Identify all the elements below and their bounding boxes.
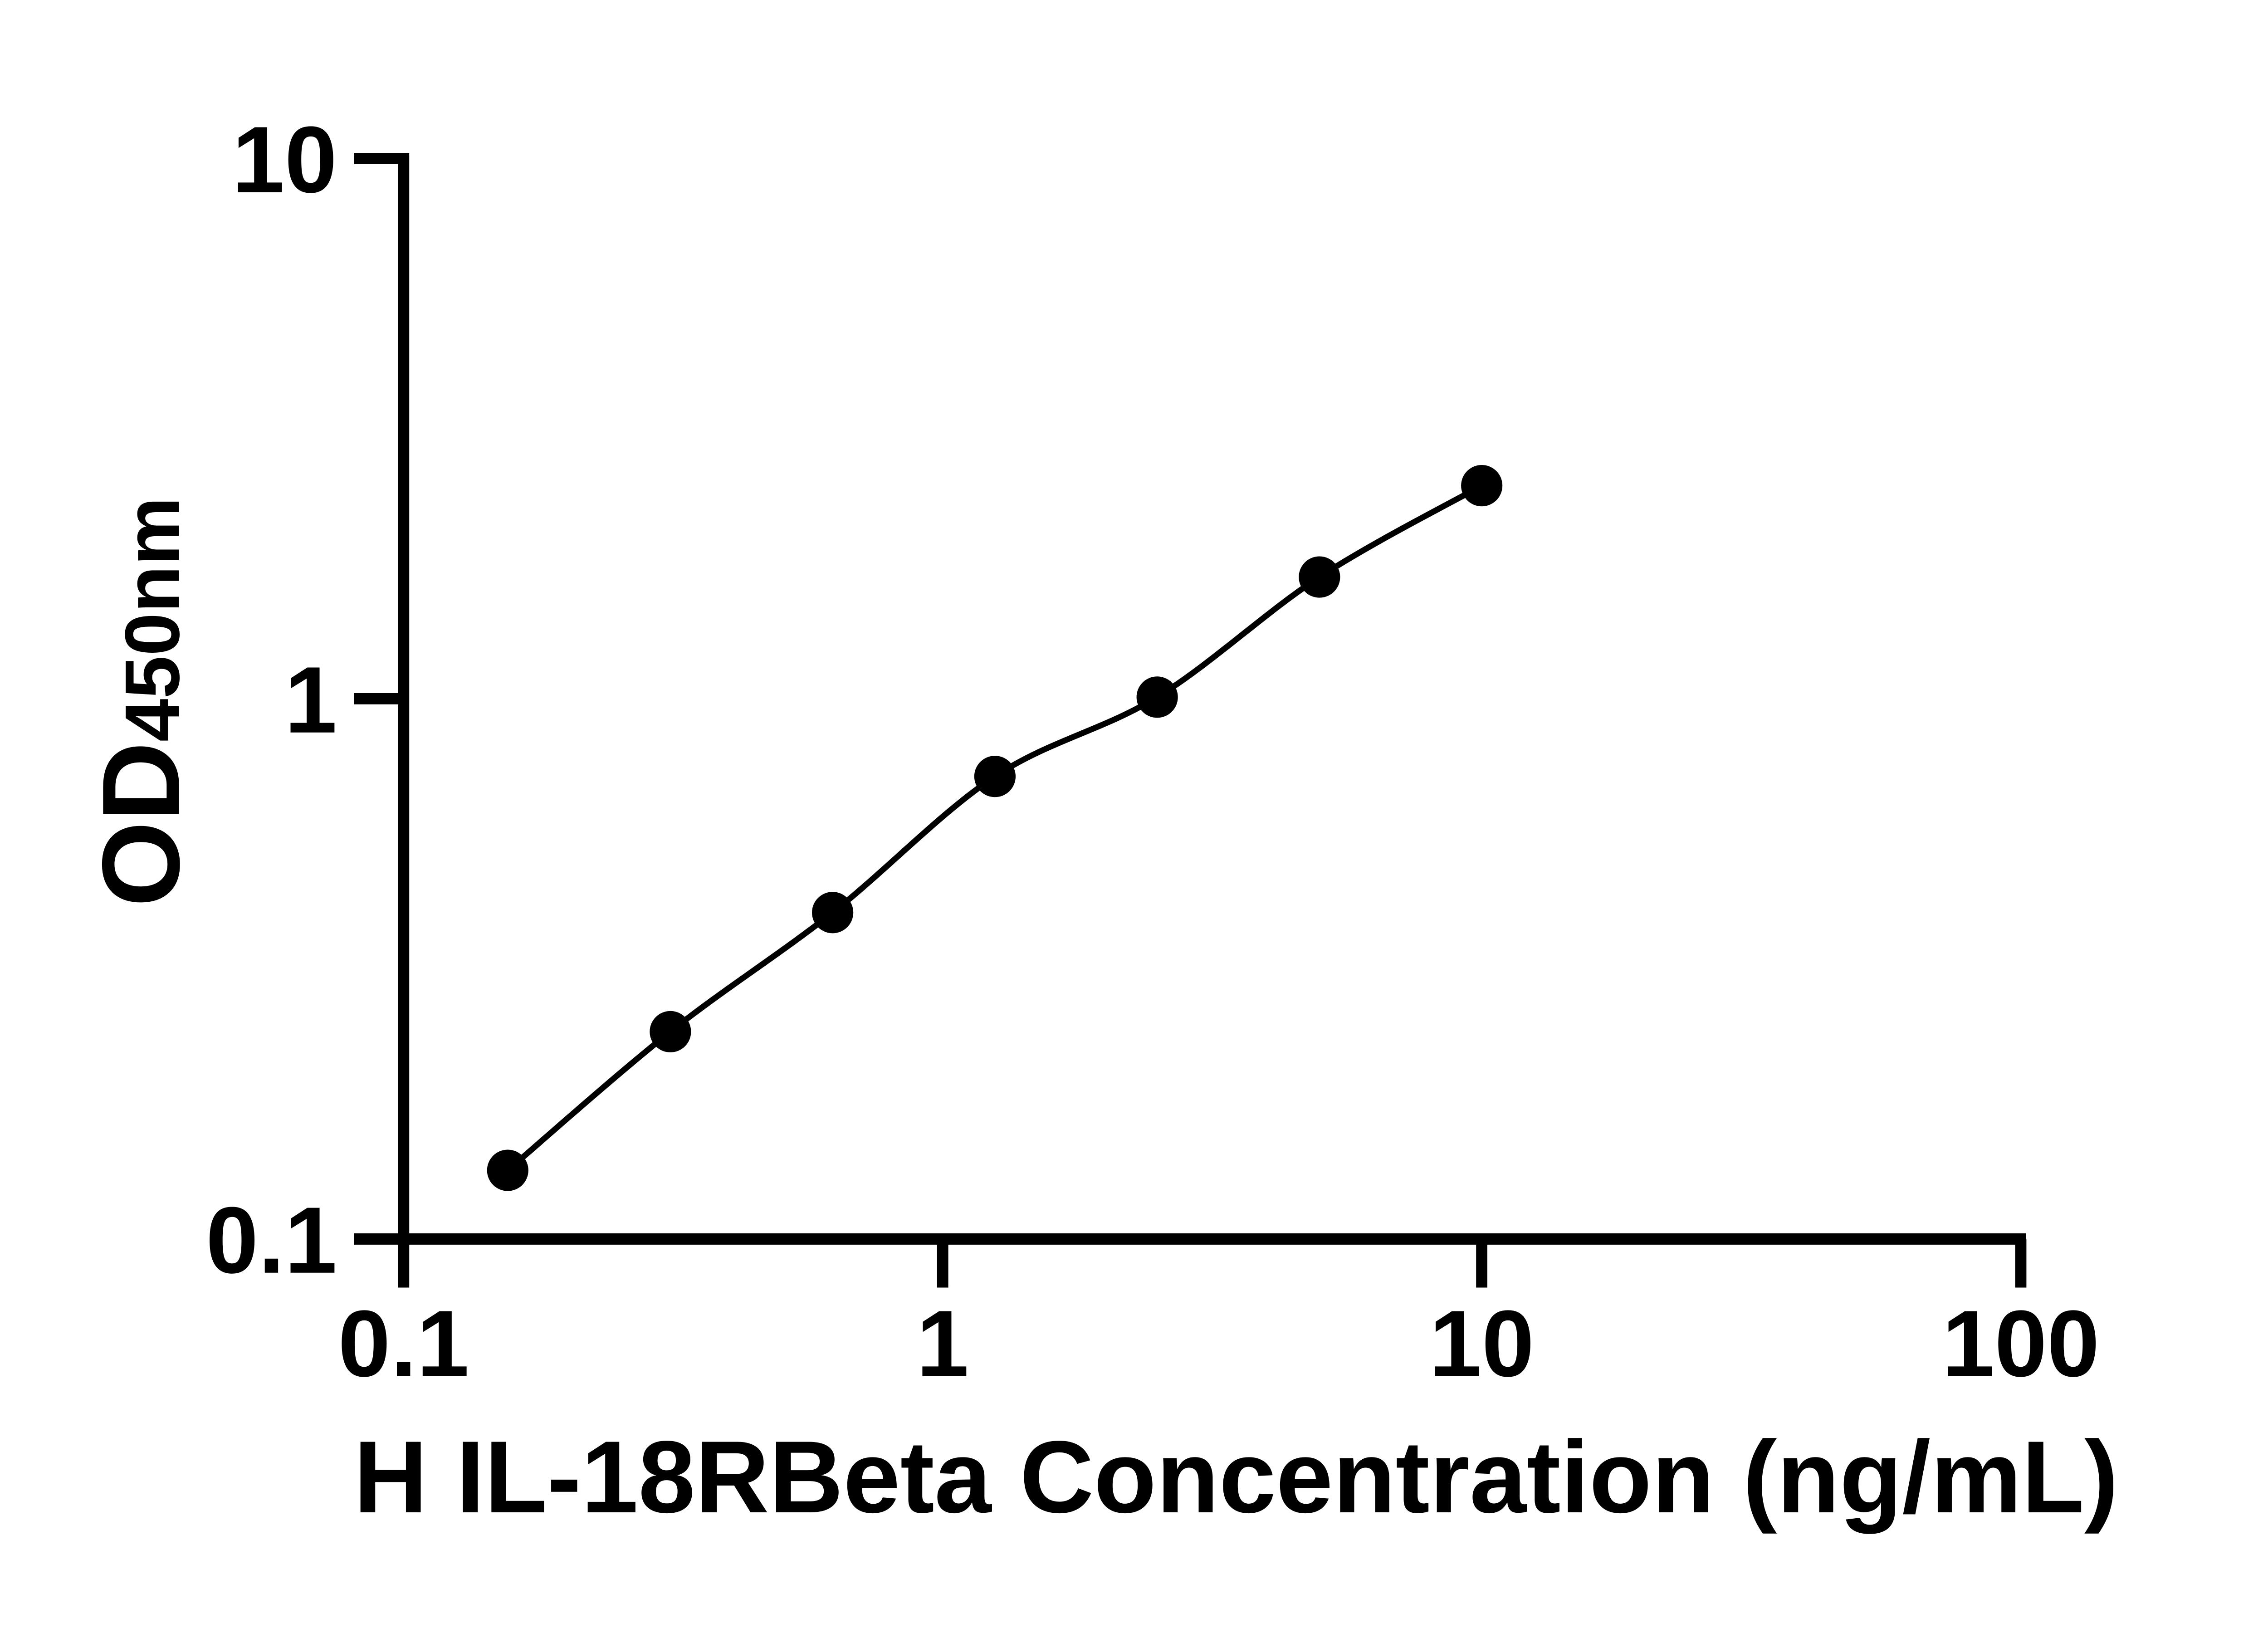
data-point (650, 1011, 691, 1052)
y-axis-title-subscript: 450nm (109, 497, 196, 742)
data-point (974, 756, 1016, 797)
x-axis-title: H IL-18RBeta Concentration (ng/mL) (354, 1419, 2119, 1534)
axis-ticks (354, 152, 2027, 1288)
data-point (1299, 556, 1340, 598)
data-point (812, 892, 854, 934)
x-tick-label: 0.1 (338, 1291, 469, 1397)
data-point (1136, 676, 1178, 718)
chart-background (0, 7, 2268, 1626)
x-tick-label: 10 (1429, 1291, 1534, 1397)
axis-titles: H IL-18RBeta Concentration (ng/mL) OD450… (79, 497, 2118, 1534)
x-tick-label: 1 (916, 1291, 969, 1397)
y-axis-title: OD450nm (79, 497, 202, 907)
axis-tick-labels: 10 1 0.10.1 1 10 100 (206, 108, 2100, 1397)
data-point (487, 1149, 528, 1191)
x-tick-label: 100 (1942, 1291, 2099, 1397)
data-points-group (487, 465, 1503, 1191)
y-axis-title-main: OD (79, 742, 202, 907)
y-tick-label: 0.1 (206, 1188, 337, 1293)
y-tick-label: 1 (284, 648, 337, 753)
y-tick-label: 10 (232, 108, 337, 213)
data-point (1461, 465, 1503, 507)
